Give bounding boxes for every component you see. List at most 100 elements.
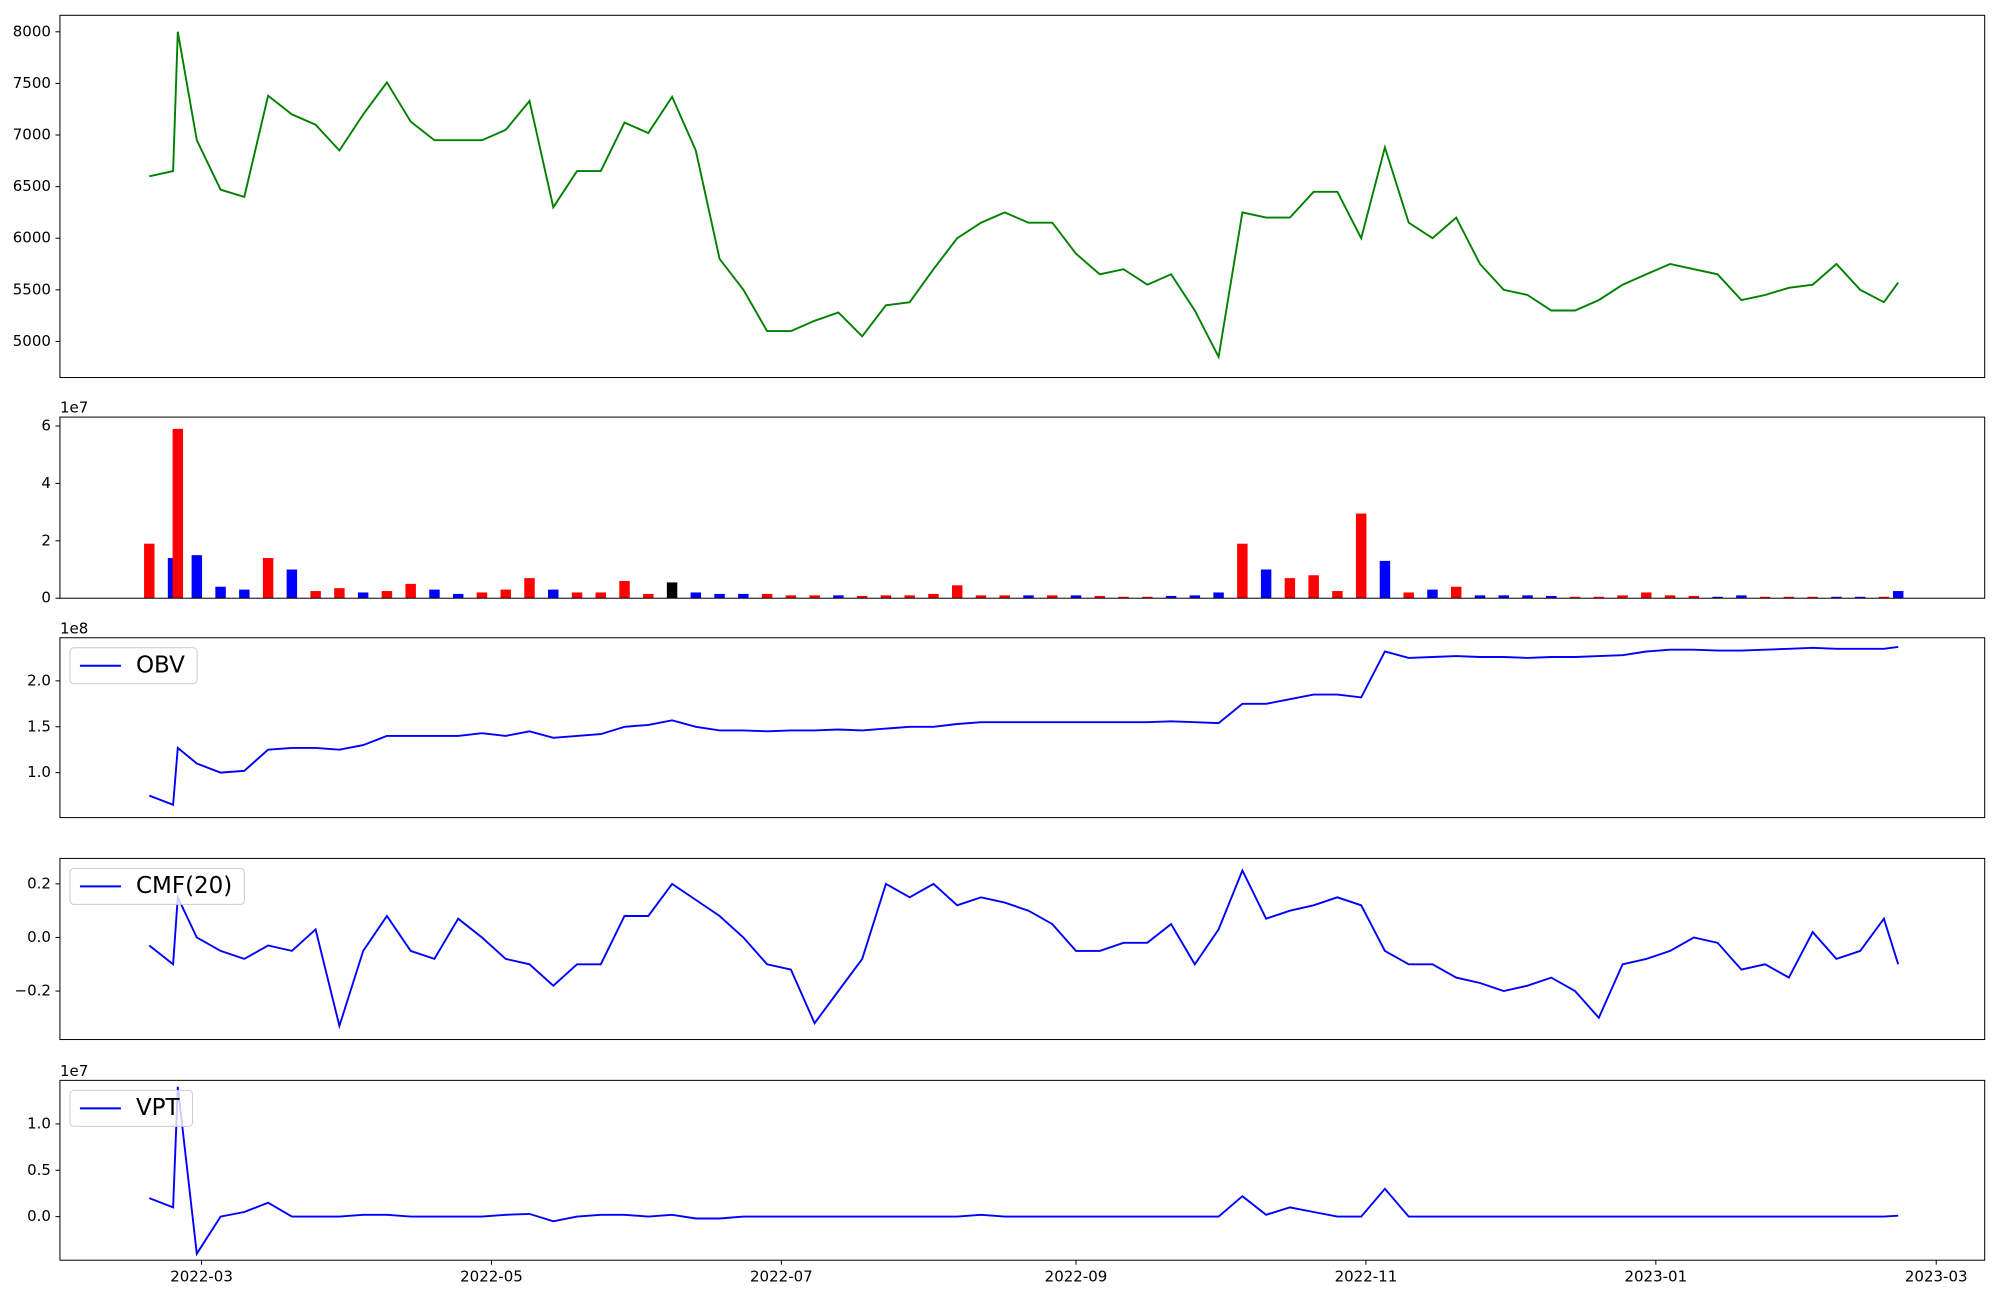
bar — [975, 595, 987, 599]
bar — [856, 595, 868, 599]
bar — [1237, 543, 1248, 599]
bar — [1427, 589, 1438, 599]
bar — [714, 593, 725, 599]
bar — [262, 558, 274, 599]
bar — [1474, 595, 1486, 599]
bar — [619, 580, 630, 599]
line — [149, 31, 1899, 360]
y-tick-label: 6500 — [13, 177, 51, 195]
y-tick-label: 5500 — [13, 280, 51, 298]
x-tick-label: 2023-03 — [1905, 1268, 1968, 1286]
bar — [1854, 596, 1866, 599]
bar — [1688, 595, 1700, 599]
bar — [738, 593, 749, 599]
y-tick-label: 0.2 — [27, 874, 51, 892]
bar — [690, 592, 702, 599]
x-tick-label: 2022-09 — [1045, 1268, 1108, 1286]
bar — [1142, 596, 1153, 599]
bar — [1094, 595, 1106, 599]
bar — [1712, 596, 1723, 599]
panel: 5000 5500 6000 6500 7000 7500 8000 — [13, 14, 1986, 379]
x-tick-label: 2022-05 — [460, 1268, 523, 1286]
bar — [1617, 595, 1628, 599]
panel: −0.2 0.0 0.2 CMF(20) — [15, 857, 1986, 1041]
bar — [951, 585, 963, 599]
bar — [144, 543, 155, 599]
axis-offset: 1e7 — [60, 399, 88, 417]
x-tick-label: 2022-07 — [750, 1268, 813, 1286]
y-tick-label: 5000 — [13, 332, 51, 350]
axes-frame — [59, 857, 1986, 1041]
y-tick-label: 6000 — [13, 229, 51, 247]
axis-offset: 1e7 — [60, 1062, 88, 1080]
bar — [1736, 595, 1747, 599]
bar — [1332, 591, 1343, 599]
legend-box — [69, 1089, 194, 1127]
bar — [1070, 595, 1082, 599]
legend-label: CMF(20) — [136, 873, 232, 899]
line — [148, 1086, 1899, 1257]
bar — [239, 589, 250, 599]
bar — [1355, 513, 1367, 599]
bar — [1284, 578, 1296, 599]
bar — [405, 583, 416, 599]
y-tick-label: 1.0 — [27, 763, 51, 781]
y-tick-label: 0.0 — [27, 928, 51, 946]
panel: 1.0 1.5 2.0 1e8 OBV — [27, 619, 1986, 819]
bar — [548, 589, 559, 599]
y-tick-label: 0.0 — [27, 1207, 51, 1225]
bar — [904, 595, 915, 599]
bar — [761, 593, 773, 599]
bar — [1189, 595, 1201, 599]
bar — [172, 428, 184, 599]
bar — [1498, 595, 1509, 599]
bar — [215, 586, 226, 599]
y-tick-label: 1.5 — [27, 717, 51, 735]
bar — [1047, 595, 1058, 599]
legend-box — [69, 867, 245, 905]
bar — [1641, 592, 1652, 599]
panel: 0.0 0.5 1.0 1e7 2022-03 2022-05 2022-07 2022-09… — [27, 1062, 1986, 1286]
bar — [571, 592, 583, 599]
bar — [1260, 569, 1272, 599]
bar — [1379, 560, 1391, 599]
y-tick-label: 0.5 — [27, 1161, 51, 1179]
x-tick-label: 2022-11 — [1335, 1268, 1398, 1286]
bar — [833, 595, 844, 599]
y-tick-label: 8000 — [13, 22, 51, 40]
bar — [1569, 596, 1581, 599]
bar — [1831, 596, 1842, 599]
bar — [643, 593, 654, 599]
bar — [1213, 592, 1224, 599]
bar — [1807, 596, 1818, 599]
bar — [452, 593, 464, 599]
bar — [524, 578, 535, 599]
bar — [310, 591, 321, 599]
bar — [191, 555, 203, 599]
bar — [928, 593, 939, 599]
axes-frame — [59, 14, 1986, 379]
bar — [999, 595, 1010, 599]
axes-frame — [59, 416, 1986, 599]
bar — [1308, 575, 1319, 599]
y-tick-label: −0.2 — [15, 982, 51, 1000]
bar — [1759, 596, 1771, 599]
bar — [880, 595, 892, 599]
bar — [809, 595, 820, 599]
axes-frame — [59, 637, 1986, 819]
bar — [595, 592, 607, 599]
bar — [1165, 595, 1177, 599]
bar — [1546, 595, 1557, 599]
bar — [1522, 595, 1533, 599]
y-tick-label: 1.0 — [27, 1114, 51, 1132]
y-tick-label: 7000 — [13, 126, 51, 144]
legend-box — [69, 647, 198, 685]
bar — [381, 591, 393, 599]
bar — [286, 569, 298, 599]
bar — [476, 592, 488, 599]
bar — [1403, 592, 1414, 599]
bar — [666, 582, 678, 599]
bar — [1892, 591, 1904, 599]
bar — [1664, 595, 1676, 599]
